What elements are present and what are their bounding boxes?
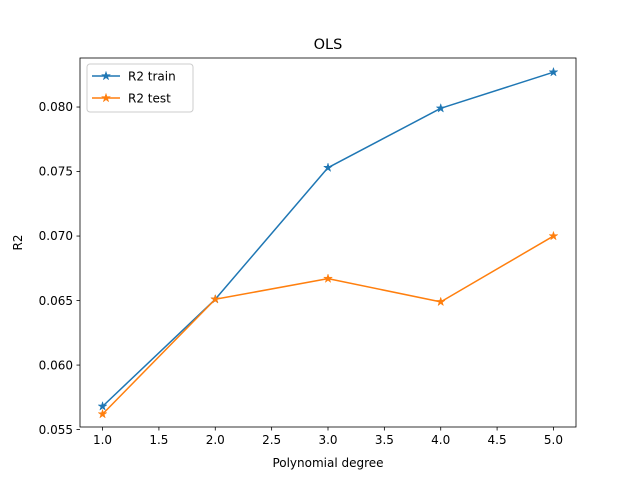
data-point-star	[435, 102, 446, 113]
data-point-star	[97, 400, 108, 411]
legend-label: R2 test	[128, 91, 171, 105]
y-tick-label: 0.065	[39, 294, 73, 308]
chart-title: OLS	[314, 37, 343, 53]
x-tick-label: 3.5	[375, 433, 394, 447]
legend-star-marker	[100, 70, 112, 81]
data-point-star	[322, 162, 334, 173]
y-axis: 0.055 0.060 0.065 0.070 0.075 0.080	[39, 100, 80, 437]
y-axis-label: R2	[11, 235, 25, 251]
data-point-star	[548, 66, 559, 77]
plot-area	[97, 66, 559, 419]
x-tick-label: 4.5	[488, 433, 507, 447]
legend-star-marker	[100, 92, 112, 103]
legend-label: R2 train	[128, 69, 176, 83]
x-tick-label: 4.0	[431, 433, 450, 447]
data-point-star	[322, 273, 334, 284]
x-tick-label: 5.0	[544, 433, 563, 447]
x-axis-label: Polynomial degree	[272, 456, 383, 470]
y-tick-label: 0.055	[39, 423, 73, 437]
x-tick-label: 3.0	[318, 433, 337, 447]
x-axis: 1.0 1.5 2.0 2.5 3.0 3.5 4.0 4.5 5.0	[93, 427, 563, 447]
x-tick-label: 2.0	[206, 433, 225, 447]
y-tick-label: 0.075	[39, 165, 73, 179]
y-tick-label: 0.080	[39, 100, 73, 114]
y-tick-label: 0.070	[39, 229, 73, 243]
data-point-star	[435, 296, 446, 307]
legend: R2 train R2 test	[86, 63, 194, 113]
x-tick-label: 2.5	[262, 433, 281, 447]
series-r2-test	[97, 230, 559, 419]
legend-item: R2 train	[92, 69, 176, 83]
data-point-star	[97, 408, 108, 419]
x-tick-label: 1.5	[149, 433, 168, 447]
y-tick-label: 0.060	[39, 358, 73, 372]
data-point-star	[548, 230, 559, 241]
data-point-star	[210, 293, 221, 304]
legend-item: R2 test	[92, 91, 171, 105]
x-tick-label: 1.0	[93, 433, 112, 447]
